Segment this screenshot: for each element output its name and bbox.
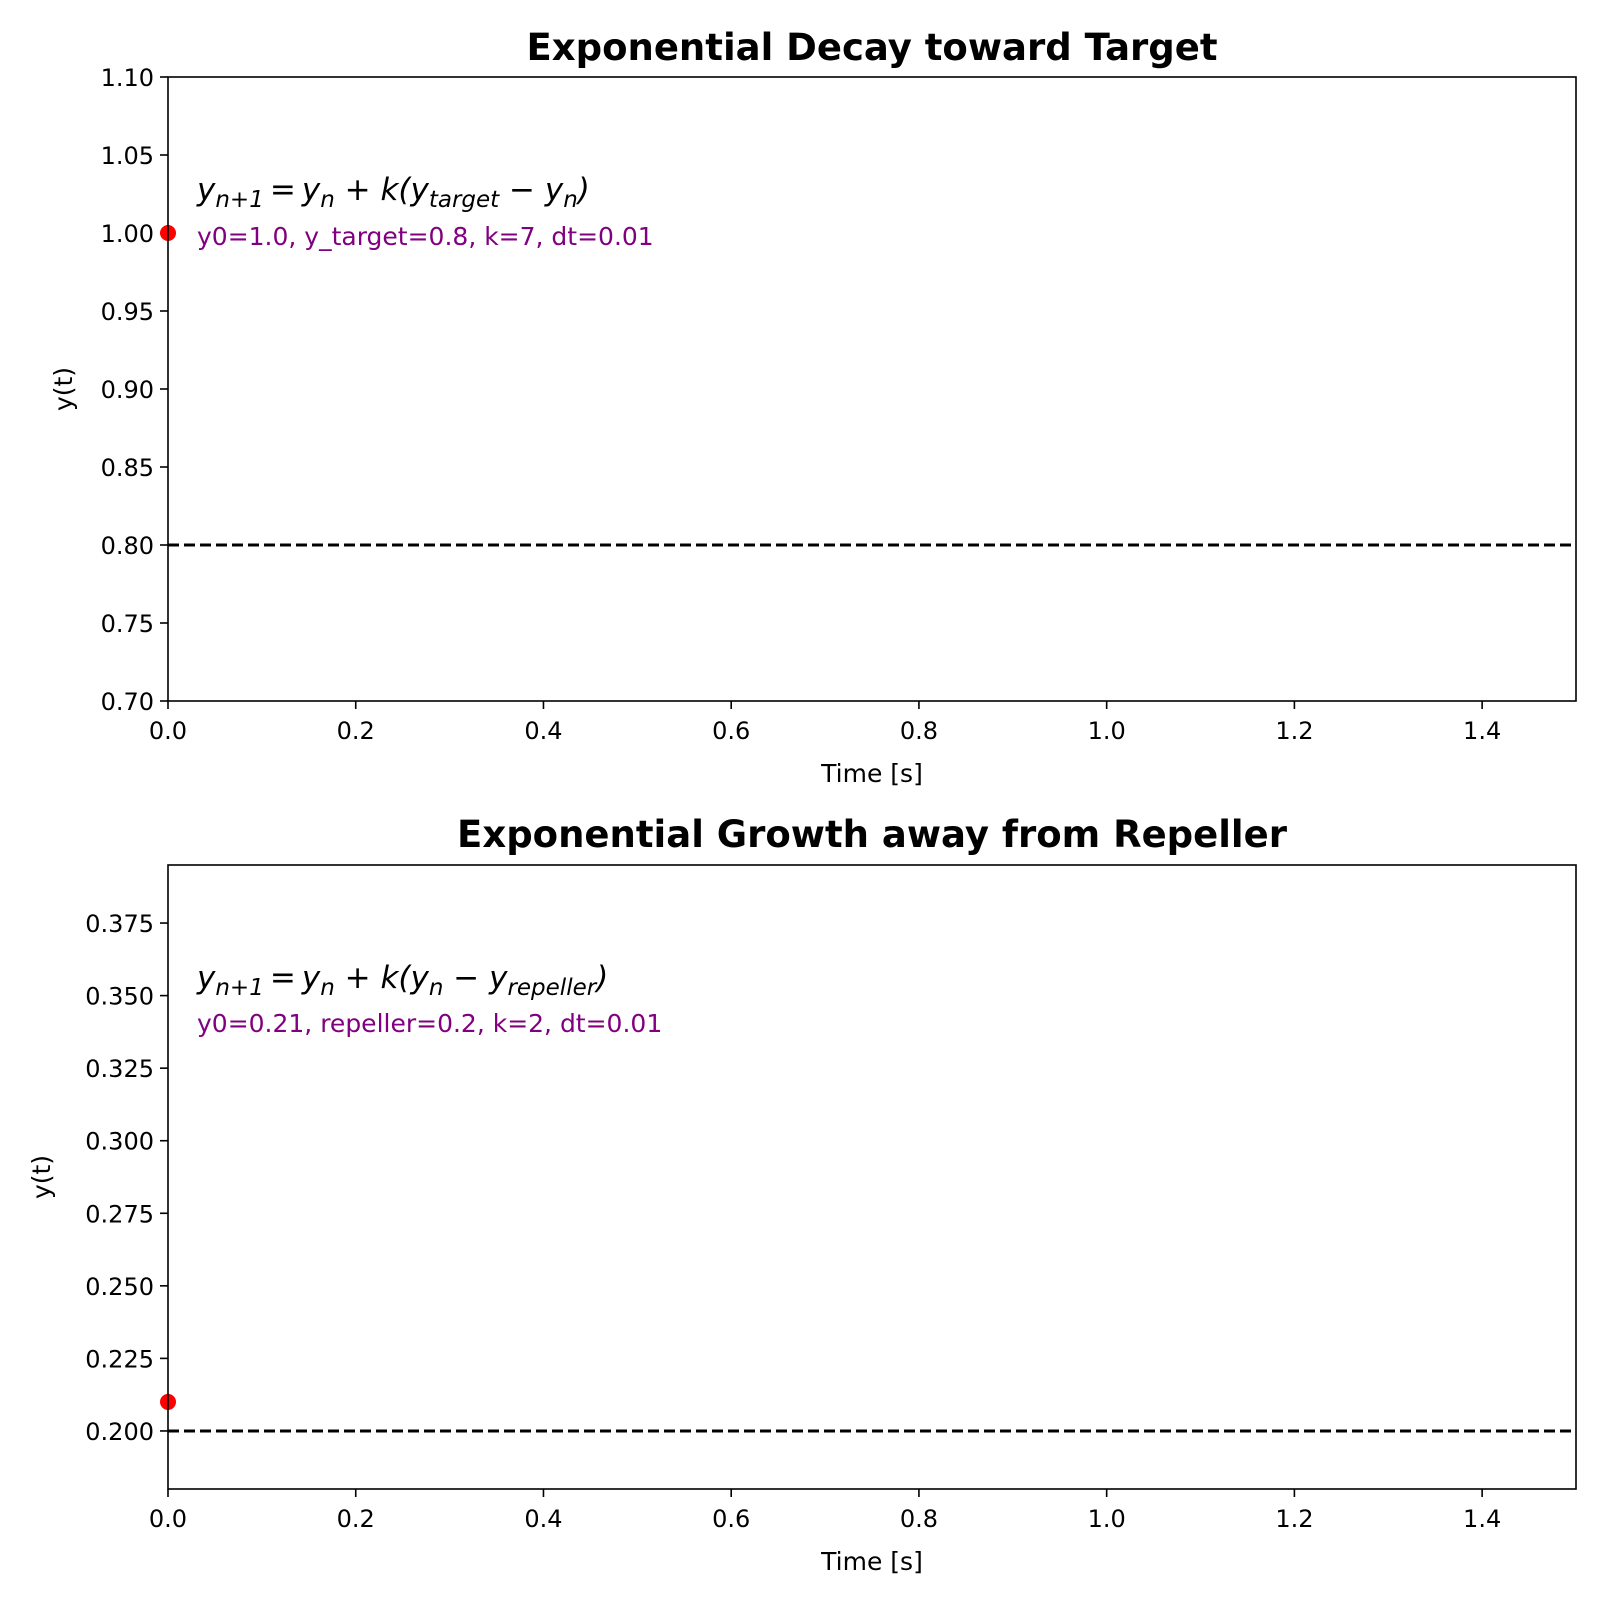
x-ticks: 0.0 0.2 0.4 0.6 0.8 1.0 1.2 1.4 — [149, 1489, 1501, 1533]
subplot-growth: Exponential Growth away from Repeller 0.… — [27, 813, 1577, 1576]
y-tick-label: 0.350 — [85, 983, 154, 1011]
x-tick-label: 0.4 — [524, 1505, 562, 1533]
x-tick-label: 0.6 — [712, 717, 750, 745]
x-tick-label: 1.4 — [1463, 717, 1501, 745]
y-tick-label: 0.200 — [85, 1418, 154, 1446]
y-tick-label: 1.00 — [101, 220, 154, 248]
y-tick-label: 0.75 — [101, 610, 154, 638]
chart-title: Exponential Growth away from Repeller — [457, 813, 1288, 856]
y-tick-label: 0.85 — [101, 454, 154, 482]
plot-frame — [167, 864, 1577, 1490]
y-tick-label: 0.90 — [101, 376, 154, 404]
x-axis-label: Time [s] — [820, 759, 923, 788]
equation-annotation: yn+1 = yn + k(ytarget − yn) — [196, 172, 590, 213]
x-tick-label: 0.4 — [524, 717, 562, 745]
y-tick-label: 0.375 — [85, 910, 154, 938]
chart-title: Exponential Decay toward Target — [526, 26, 1217, 69]
plot-frame — [167, 76, 1577, 702]
x-axis-label: Time [s] — [820, 1547, 923, 1576]
subplot-decay: Exponential Decay toward Target 0.70 0.75… — [49, 26, 1577, 788]
y-tick-label: 0.325 — [85, 1055, 154, 1083]
y-tick-label: 1.05 — [101, 142, 154, 170]
x-tick-label: 0.8 — [900, 1505, 938, 1533]
params-annotation: y0=1.0, y_target=0.8, k=7, dt=0.01 — [197, 222, 654, 251]
y-tick-label: 0.250 — [85, 1273, 154, 1301]
y-tick-label: 0.70 — [101, 688, 154, 716]
y-ticks: 0.200 0.225 0.250 0.275 0.300 0.325 0.350 0.375 — [85, 910, 168, 1446]
y-tick-label: 0.225 — [85, 1345, 154, 1373]
equation-annotation: yn+1 = yn + k(yn − yrepeller) — [196, 960, 608, 1001]
params-annotation: y0=0.21, repeller=0.2, k=2, dt=0.01 — [197, 1009, 662, 1038]
y-tick-label: 1.10 — [101, 64, 154, 92]
x-tick-label: 0.8 — [900, 717, 938, 745]
y-tick-label: 0.300 — [85, 1128, 154, 1156]
y-axis-label: y(t) — [49, 367, 78, 411]
x-tick-label: 1.0 — [1088, 717, 1126, 745]
x-tick-label: 1.0 — [1088, 1505, 1126, 1533]
y-axis-label: y(t) — [27, 1155, 56, 1199]
x-tick-label: 0.0 — [149, 717, 187, 745]
x-tick-label: 1.2 — [1275, 1505, 1313, 1533]
x-tick-label: 0.6 — [712, 1505, 750, 1533]
y-tick-label: 0.95 — [101, 298, 154, 326]
y-ticks: 0.70 0.75 0.80 0.85 0.90 0.95 1.00 1.05 1.10 — [101, 64, 168, 716]
x-tick-label: 0.2 — [337, 717, 375, 745]
y-tick-label: 0.80 — [101, 532, 154, 560]
y-tick-label: 0.275 — [85, 1200, 154, 1228]
x-tick-label: 0.2 — [337, 1505, 375, 1533]
x-tick-label: 0.0 — [149, 1505, 187, 1533]
x-ticks: 0.0 0.2 0.4 0.6 0.8 1.0 1.2 1.4 — [149, 701, 1501, 745]
x-tick-label: 1.2 — [1275, 717, 1313, 745]
x-tick-label: 1.4 — [1463, 1505, 1501, 1533]
